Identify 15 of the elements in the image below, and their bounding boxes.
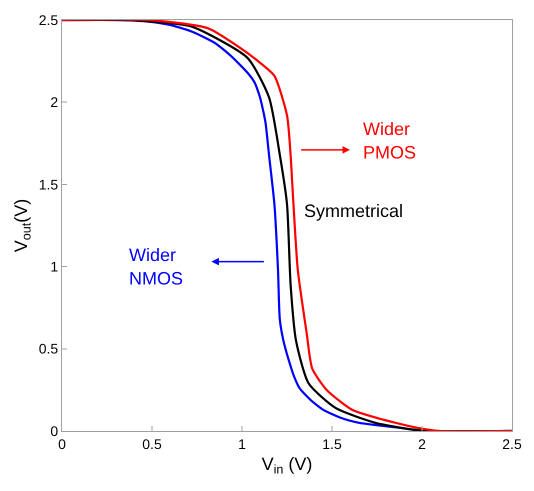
x-tick-label: 0.5 [142, 436, 162, 452]
x-tick-label: 2.5 [502, 436, 522, 452]
x-tick-label: 1 [238, 436, 246, 452]
y-tick-label: 1.5 [38, 176, 58, 192]
y-tick-label: 0 [50, 422, 58, 439]
text: Wider NMOS [129, 245, 183, 288]
y-tick-label: 0.5 [38, 340, 58, 357]
x-tick-label: 1.5 [322, 436, 342, 452]
y-tick-label: 2.5 [38, 12, 58, 28]
legend-label: Wider PMOS [363, 119, 416, 162]
x-tick-label: 2 [418, 436, 426, 452]
y-tick-label: 1 [50, 258, 58, 274]
series-label: Symmetrical [304, 201, 404, 221]
y-tick-label: 2 [50, 94, 58, 110]
x-axis-title: V$_{in}$ (V) [262, 454, 312, 477]
